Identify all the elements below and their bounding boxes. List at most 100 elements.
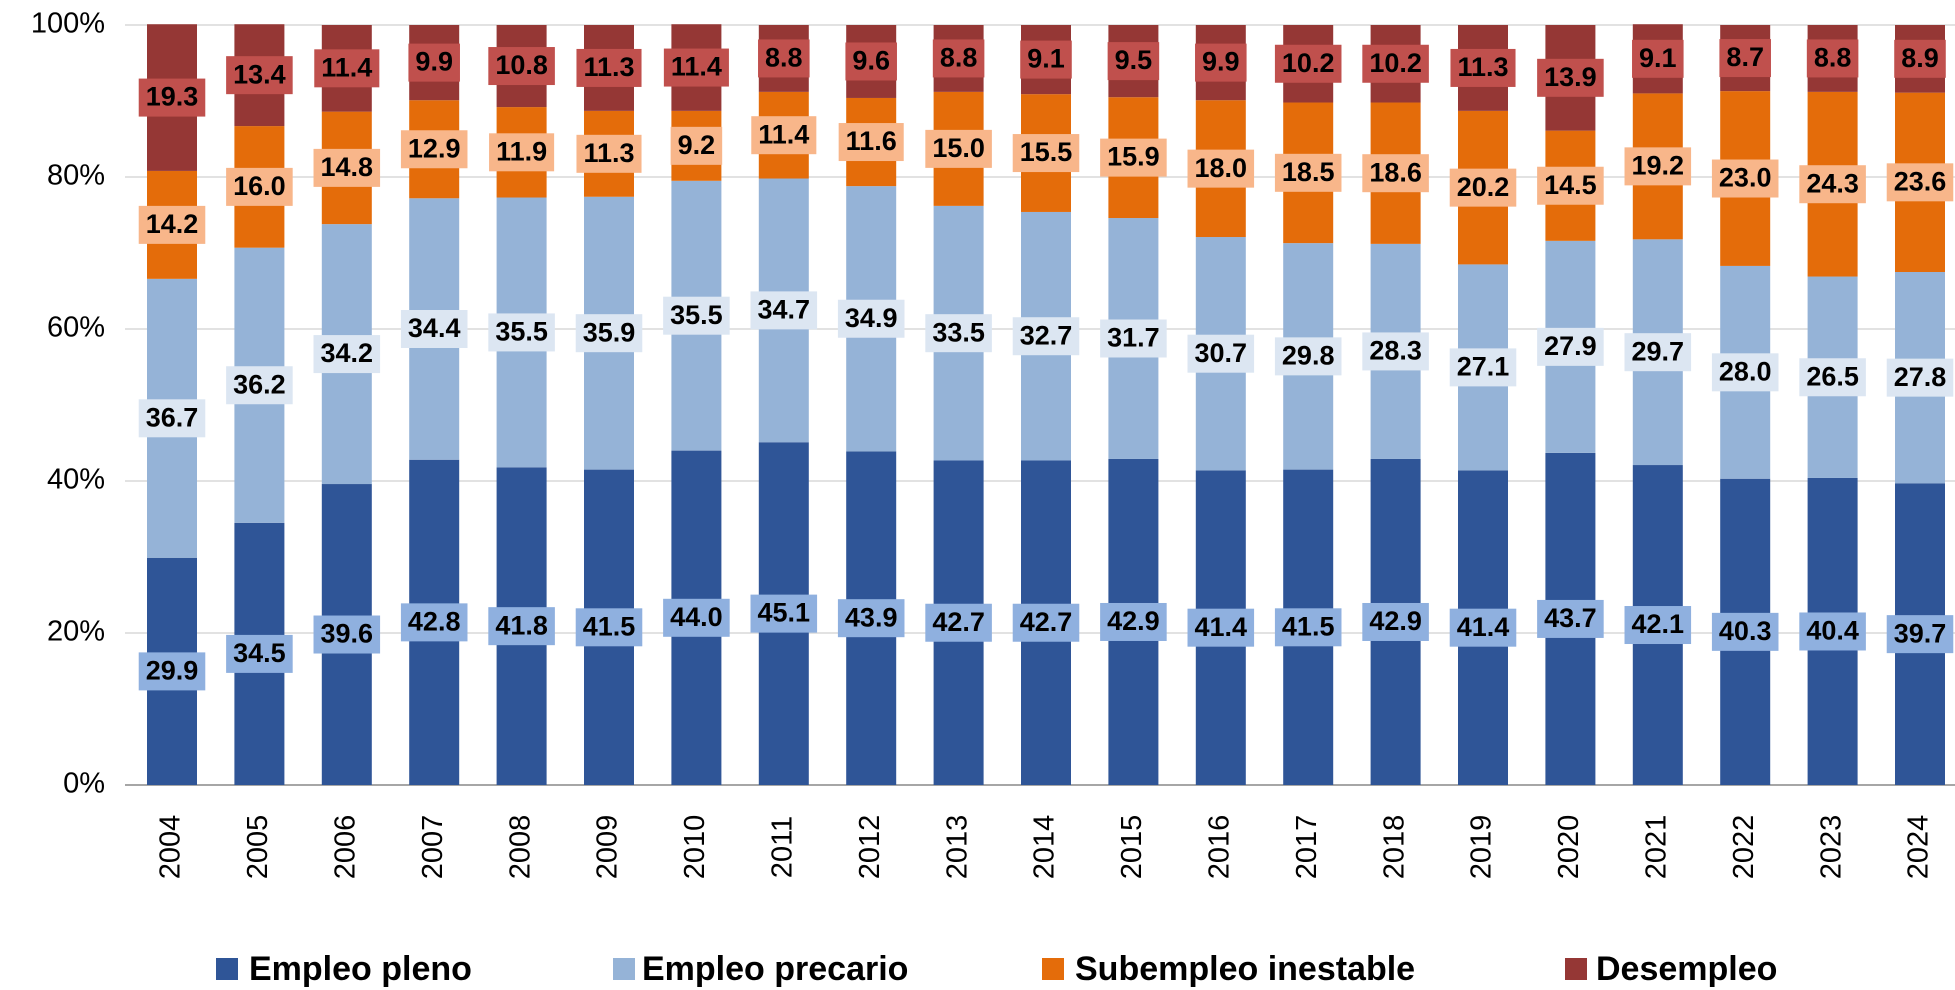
data-label: 11.3 (1450, 48, 1516, 87)
data-label-text: 35.5 (495, 317, 548, 347)
y-tick-label: 100% (31, 8, 105, 40)
data-label-box (1624, 606, 1692, 645)
data-label-text: 40.4 (1806, 616, 1859, 646)
data-label: 9.1 (1020, 40, 1072, 79)
data-label-text: 36.7 (146, 402, 199, 432)
legend-label: Empleo pleno (249, 950, 472, 988)
data-label-text: 8.7 (1726, 42, 1764, 72)
data-label: 9.1 (1632, 39, 1684, 78)
data-label: 42.8 (400, 603, 468, 642)
x-tick-label: 2011 (766, 816, 798, 878)
data-label-text: 29.7 (1632, 336, 1685, 366)
data-label-box (663, 598, 730, 637)
data-label-box (576, 134, 642, 173)
data-label-box (1894, 39, 1946, 78)
data-label-text: 11.3 (583, 138, 634, 168)
data-label-text: 27.9 (1544, 331, 1597, 361)
data-label-box (488, 313, 555, 352)
data-label-box (838, 123, 904, 162)
data-label: 9.9 (1195, 43, 1247, 82)
data-label-box (1274, 337, 1342, 376)
data-label: 8.8 (1806, 39, 1859, 78)
data-label: 27.9 (1537, 327, 1604, 366)
data-label: 34.5 (226, 634, 293, 673)
data-label-box (1537, 599, 1604, 638)
legend-swatch (613, 958, 635, 980)
data-label: 42.7 (925, 603, 992, 642)
data-label-text: 8.8 (940, 43, 978, 73)
legend-swatch (216, 958, 238, 980)
legend-label: Desempleo (1596, 950, 1777, 988)
data-label-box (1719, 39, 1771, 78)
data-label-box (758, 39, 810, 78)
data-label-box (1274, 153, 1342, 192)
data-label-text: 11.4 (671, 52, 722, 82)
data-label-text: 14.2 (146, 209, 199, 239)
data-label-box (1799, 165, 1866, 204)
data-label-text: 40.3 (1719, 616, 1772, 646)
data-label-text: 27.1 (1457, 352, 1510, 382)
data-label-text: 18.6 (1369, 157, 1422, 187)
data-label-box (1537, 327, 1604, 366)
data-label: 27.8 (1886, 358, 1954, 397)
data-label: 26.5 (1799, 358, 1866, 397)
data-label-box (1274, 44, 1342, 83)
data-label-box (1362, 154, 1429, 193)
data-label: 8.7 (1719, 39, 1771, 78)
data-label: 18.0 (1187, 149, 1255, 188)
data-label-box (1012, 134, 1080, 173)
data-label: 36.7 (138, 399, 206, 438)
data-label-text: 11.3 (583, 52, 634, 82)
data-label-text: 15.5 (1020, 137, 1073, 167)
data-label-text: 34.2 (321, 338, 374, 368)
data-label-text: 42.7 (932, 607, 985, 637)
data-label-text: 9.2 (678, 130, 716, 160)
data-label: 41.5 (575, 608, 643, 647)
data-label-text: 42.9 (1107, 606, 1160, 636)
data-label-box (400, 130, 468, 169)
data-label-box (138, 399, 206, 438)
data-label: 41.5 (1274, 608, 1342, 647)
data-label-box (313, 335, 381, 374)
data-label-box (408, 43, 460, 82)
data-label-box (575, 314, 643, 353)
data-label-box (575, 608, 643, 647)
data-label: 19.3 (138, 78, 206, 117)
data-label-box (226, 56, 293, 95)
data-label: 29.7 (1624, 333, 1692, 372)
x-tick-label: 2017 (1291, 815, 1323, 880)
data-label-box (1100, 602, 1167, 641)
data-label-box (1187, 334, 1255, 373)
data-label: 34.2 (313, 335, 381, 374)
data-label-box (138, 78, 206, 117)
data-label-box (1362, 44, 1429, 83)
data-label: 42.1 (1624, 606, 1692, 645)
data-label-text: 11.4 (758, 119, 809, 149)
data-label-text: 18.0 (1195, 153, 1248, 183)
data-label-text: 14.8 (321, 152, 374, 182)
data-label-text: 9.1 (1027, 44, 1065, 74)
x-tick-label: 2007 (417, 815, 449, 880)
x-tick-label: 2005 (242, 815, 274, 880)
data-label-text: 34.5 (233, 638, 286, 668)
data-label-text: 8.8 (1814, 43, 1852, 73)
data-label-text: 36.2 (233, 369, 286, 399)
data-label-box (1799, 612, 1866, 651)
data-label: 41.4 (1187, 608, 1255, 647)
data-label-text: 35.9 (583, 317, 636, 347)
data-label: 28.3 (1362, 332, 1429, 371)
data-label-text: 15.0 (932, 133, 985, 163)
data-label-text: 34.9 (845, 303, 898, 333)
y-tick-label: 0% (63, 768, 105, 800)
data-label-text: 10.2 (1369, 48, 1422, 78)
data-label-text: 11.9 (496, 136, 547, 166)
data-label-box (837, 299, 905, 338)
x-tick-label: 2021 (1640, 815, 1672, 880)
data-label-box (1274, 608, 1342, 647)
data-label-box (1886, 163, 1954, 202)
data-label: 9.2 (670, 126, 723, 165)
data-label-box (1711, 353, 1779, 392)
data-label-box (1012, 603, 1080, 642)
data-label-box (1187, 608, 1255, 647)
data-label-box (400, 310, 468, 348)
